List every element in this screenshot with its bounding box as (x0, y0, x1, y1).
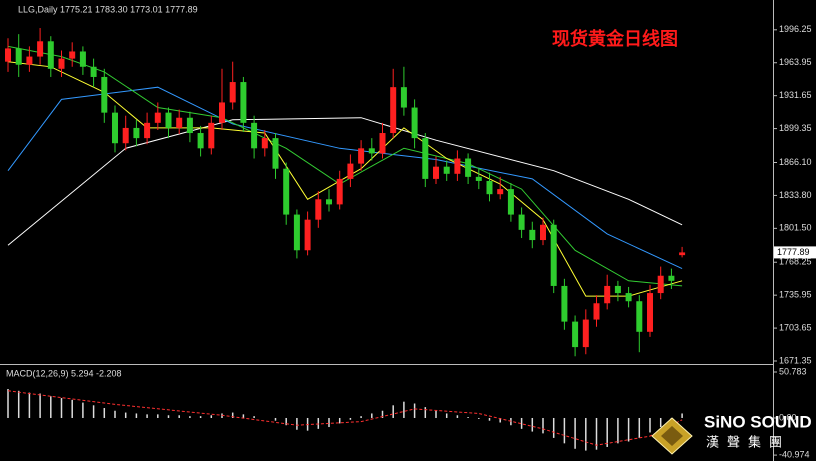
chart-header: LLG,Daily 1775.21 1783.30 1773.01 1777.8… (18, 4, 198, 14)
candle-body (358, 148, 365, 164)
candle-body (433, 166, 439, 179)
y-tick-label: 1703.65 (779, 322, 812, 332)
chart-title: 现货黄金日线图 (552, 28, 678, 49)
candle-body (101, 76, 108, 113)
candle-body (529, 229, 536, 241)
logo-icon-inner (661, 426, 683, 446)
candle-body (572, 321, 579, 348)
candle-body (208, 122, 215, 149)
candle-body (518, 214, 525, 230)
candle-body (497, 189, 504, 195)
candle-body (304, 219, 311, 251)
candle-body (79, 51, 86, 67)
candle-body (657, 275, 664, 294)
candle-body (614, 285, 621, 294)
candle-body (37, 41, 44, 57)
y-tick-label: 1963.95 (779, 57, 812, 67)
candle-body (379, 133, 386, 154)
y-tick-label: 1931.65 (779, 90, 812, 100)
candle-body (186, 117, 193, 134)
candle-body (261, 138, 268, 149)
logo-name: SiNO SOUND (704, 412, 812, 431)
candle-body (411, 107, 418, 139)
line (7, 86, 683, 270)
candle-body (336, 178, 343, 205)
macd-label: MACD(12,26,9) 5.294 -2.208 (6, 368, 122, 378)
candle-body (90, 66, 97, 77)
candle-body (15, 48, 22, 65)
candle-body (582, 319, 589, 348)
candle-body (69, 51, 76, 59)
candle-body (668, 275, 675, 281)
candle-body (165, 112, 172, 128)
candle-body (26, 56, 33, 65)
candle-body (229, 82, 236, 103)
candle-body (647, 293, 653, 332)
macd-tick-label: 50.783 (779, 366, 807, 376)
candle-body (47, 41, 54, 69)
logo-subtitle: 漢聲集團 (706, 434, 790, 449)
macd-tick-label: 0.00 (779, 412, 797, 422)
candle-body (112, 112, 118, 144)
candle-body (326, 199, 332, 205)
candle-body (604, 285, 611, 304)
candle-body (154, 112, 161, 123)
candle-body (5, 48, 11, 62)
candle-body (400, 87, 407, 108)
candle-body (540, 224, 546, 241)
candle-body (550, 224, 557, 286)
candle-body (315, 199, 322, 220)
candle-body (144, 122, 151, 139)
candle-body (240, 82, 247, 123)
candle-body (293, 214, 300, 251)
candle-body (454, 158, 461, 174)
candle-body (465, 158, 472, 177)
candle-body (443, 166, 450, 174)
y-tick-label: 1801.50 (779, 223, 812, 233)
current-price-box (774, 246, 816, 259)
candle-body (593, 303, 600, 320)
y-tick-label: 1996.25 (779, 24, 812, 34)
candle-body (272, 138, 279, 169)
candle-body (219, 102, 225, 123)
candle-body (122, 127, 129, 144)
candle-body (561, 285, 568, 322)
y-tick-label: 1866.10 (779, 157, 812, 167)
candle-body (486, 180, 493, 195)
y-tick-label: 1671.35 (779, 355, 812, 365)
candle-body (507, 189, 514, 215)
candle-body (368, 148, 375, 154)
candle-body (347, 163, 354, 179)
line (7, 390, 683, 446)
candle-body (133, 127, 140, 139)
candle-body (176, 117, 183, 128)
current-price-label: 1777.89 (777, 247, 810, 257)
candle-body (197, 133, 204, 149)
candle-body (475, 176, 482, 181)
line (7, 117, 683, 246)
logo: SiNO SOUND 漢聲集團 (651, 412, 812, 455)
candle-body (636, 301, 643, 332)
macd-tick-label: -40.974 (779, 449, 810, 459)
candle-body (283, 168, 290, 215)
candle-body (251, 122, 258, 149)
candle-body (625, 293, 632, 302)
y-tick-label: 1768.25 (779, 257, 812, 267)
y-tick-label: 1899.35 (779, 123, 812, 133)
y-tick-label: 1735.95 (779, 290, 812, 300)
candle-body (422, 138, 429, 179)
candle-body (390, 87, 397, 134)
y-tick-label: 1833.80 (779, 190, 812, 200)
candle-body (58, 58, 65, 69)
candle-body (679, 252, 686, 256)
